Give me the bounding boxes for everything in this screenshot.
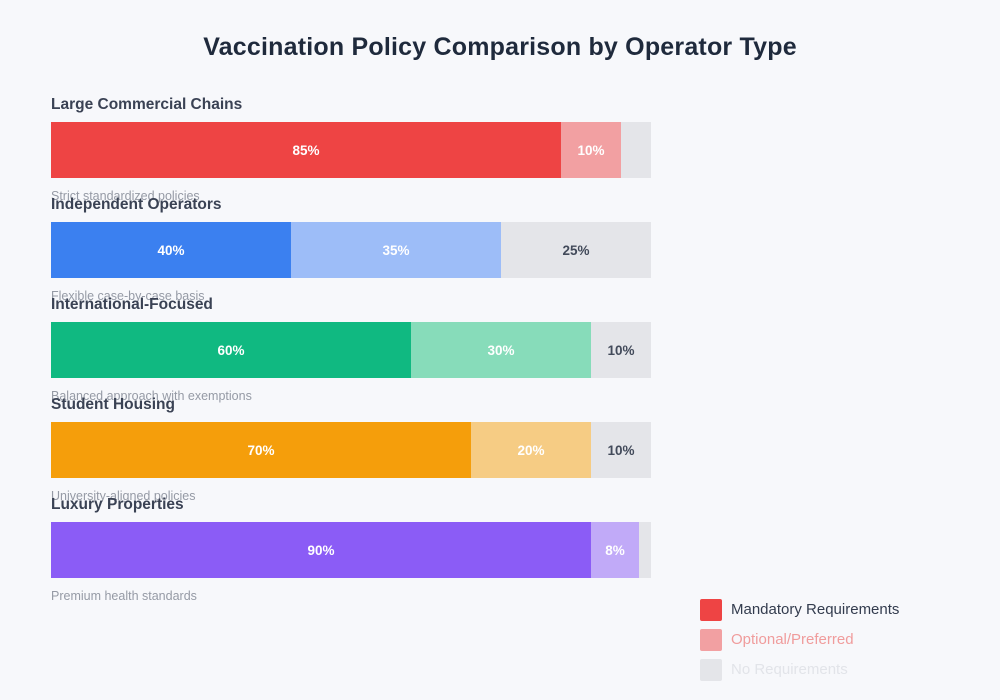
bar-segment: 20% (471, 422, 591, 478)
stacked-bar: 85% 10% (51, 122, 651, 178)
stacked-bar: 90% 8% (51, 522, 651, 578)
group-description: Strict standardized policies (51, 189, 200, 203)
bar-segment: 70% (51, 422, 471, 478)
bar-segment: 60% (51, 322, 411, 378)
bar-segment: 10% (591, 322, 651, 378)
bar-segment: 10% (561, 122, 621, 178)
stacked-bar: 40% 35% 25% (51, 222, 651, 278)
legend-label: Mandatory Requirements (731, 601, 900, 618)
chart-group-luxury-properties: Luxury Properties 90% 8% Premium health s… (51, 495, 651, 603)
bar-segment: 30% (411, 322, 591, 378)
stacked-bar: 70% 20% 10% (51, 422, 651, 478)
legend-label: No Requirements (731, 661, 848, 678)
bar-segment: 35% (291, 222, 501, 278)
legend-swatch-none (700, 659, 722, 681)
group-description: Balanced approach with exemptions (51, 389, 252, 403)
chart-group-student-housing: Student Housing 70% 20% 10% University-ali… (51, 395, 651, 503)
legend-label: Optional/Preferred (731, 631, 854, 648)
group-heading: Student Housing (51, 396, 175, 413)
legend-item-none: No Requirements (700, 659, 899, 681)
chart-group-international-focused: International-Focused 60% 30% 10% Balanced… (51, 295, 651, 403)
chart-legend: Mandatory Requirements Optional/Preferre… (700, 599, 899, 689)
group-description: University-aligned policies (51, 489, 196, 503)
group-heading: Independent Operators (51, 196, 222, 213)
chart-group-large-commercial-chains: Large Commercial Chains 85% 10% Strict st… (51, 95, 651, 203)
bar-segment: 40% (51, 222, 291, 278)
stacked-bar-chart: Large Commercial Chains 85% 10% Strict st… (51, 95, 651, 603)
bar-segment: 25% (501, 222, 651, 278)
bar-segment: 90% (51, 522, 591, 578)
group-heading: International-Focused (51, 296, 213, 313)
legend-item-optional: Optional/Preferred (700, 629, 899, 651)
group-heading: Large Commercial Chains (51, 96, 243, 113)
group-heading: Luxury Properties (51, 496, 184, 513)
bar-segment: 10% (591, 422, 651, 478)
legend-item-mandatory: Mandatory Requirements (700, 599, 899, 621)
bar-segment (621, 122, 651, 178)
page-title: Vaccination Policy Comparison by Operato… (203, 32, 797, 61)
bar-segment (639, 522, 651, 578)
group-description: Premium health standards (51, 589, 197, 603)
bar-segment: 85% (51, 122, 561, 178)
group-description: Flexible case-by-case basis (51, 289, 205, 303)
stacked-bar: 60% 30% 10% (51, 322, 651, 378)
legend-swatch-mandatory (700, 599, 722, 621)
legend-swatch-optional (700, 629, 722, 651)
chart-group-independent-operators: Independent Operators 40% 35% 25% Flexible… (51, 195, 651, 303)
bar-segment: 8% (591, 522, 639, 578)
